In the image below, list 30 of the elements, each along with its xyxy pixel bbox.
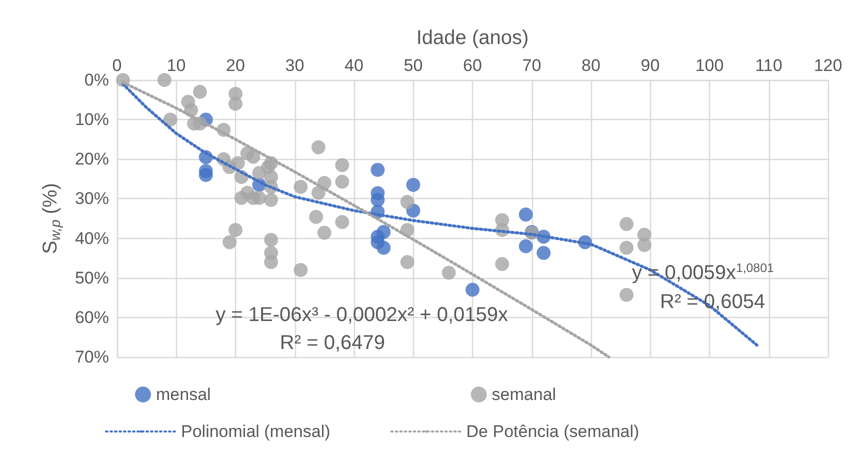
y-tick-label: 0% — [84, 70, 109, 90]
x-tick-label: 30 — [285, 56, 304, 75]
x-tick-label: 90 — [640, 56, 660, 75]
x-tick-label: 0 — [112, 56, 122, 75]
x-tick-label: 20 — [226, 56, 245, 75]
legend-label: mensal — [156, 385, 211, 404]
annotation: R² = 0,6054 — [660, 291, 766, 313]
legend-label: Polinomial (mensal) — [181, 422, 330, 441]
x-axis-title: Idade (anos) — [416, 27, 529, 49]
y-axis-title: Sw,p (%) — [40, 182, 63, 254]
y-tick-label: 50% — [74, 268, 109, 288]
x-tick-label: 110 — [755, 56, 782, 75]
y-tick-label: 70% — [74, 348, 109, 366]
x-tick-label: 40 — [344, 56, 364, 75]
y-tick-label: 30% — [74, 189, 109, 208]
x-tick-label: 60 — [463, 56, 482, 75]
y-tick-label: 20% — [74, 150, 109, 169]
x-tick-label: 80 — [582, 56, 600, 75]
annotation: R² = 0,6479 — [280, 332, 386, 354]
annotation: y = 1E-06x³ - 0,0002x² + 0,0159x — [216, 304, 508, 326]
x-tick-label: 70 — [522, 56, 542, 75]
x-tick-label: 10 — [166, 56, 186, 75]
legend-label: semanal — [492, 385, 556, 404]
y-tick-label: 40% — [74, 228, 109, 248]
x-tick-label: 100 — [695, 56, 724, 75]
y-tick-label: 10% — [74, 110, 109, 130]
x-tick-label: 50 — [404, 56, 423, 75]
legend-label: De Potência (semanal) — [466, 422, 640, 441]
x-tick-label: 120 — [814, 56, 842, 75]
y-tick-label: 60% — [74, 308, 109, 327]
